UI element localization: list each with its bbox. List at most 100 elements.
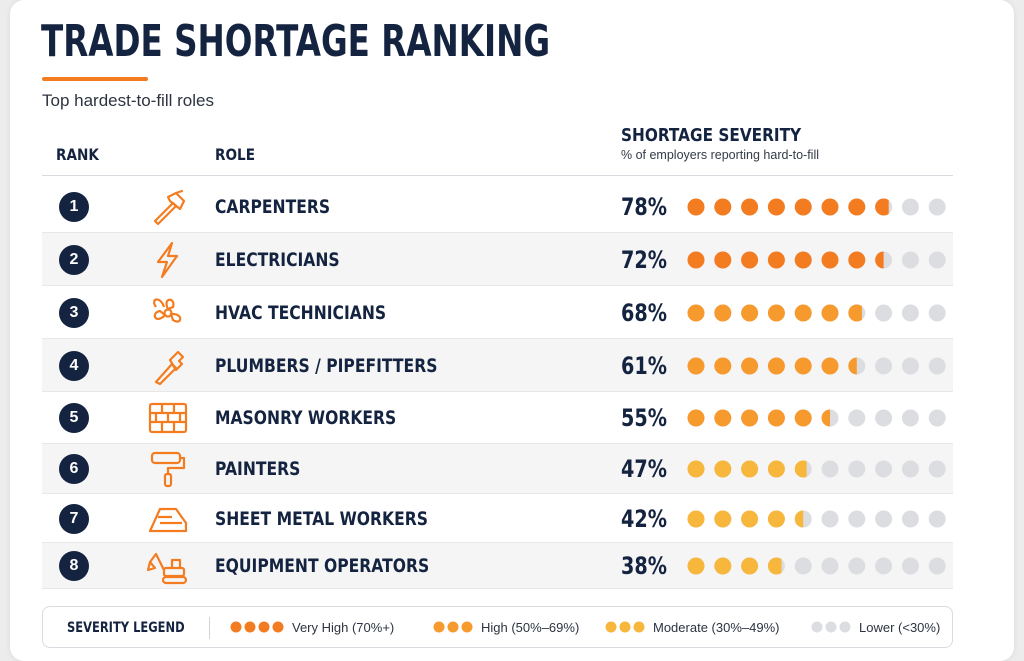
- table-row: 7 SHEET METAL WORKERS 42%: [42, 494, 953, 543]
- rank-badge: 1: [59, 191, 89, 222]
- fan-icon: [153, 297, 182, 323]
- legend-swatch: [811, 621, 851, 633]
- severity-dot: [741, 510, 759, 527]
- severity-dot: [928, 304, 946, 321]
- severity-dot: [875, 198, 893, 215]
- legend-dot: [825, 621, 837, 633]
- severity-dot: [928, 409, 946, 427]
- severity-dot-meter: [687, 409, 946, 427]
- severity-dot: [767, 557, 785, 575]
- legend-swatch: [605, 621, 645, 633]
- table-row: 4 PLUMBERS / PIPEFITTERS 61%: [42, 339, 953, 392]
- page-title: TRADE SHORTAGE RANKING: [41, 16, 551, 67]
- severity-dot: [794, 557, 812, 575]
- severity-dot: [687, 409, 705, 427]
- legend-divider: [209, 617, 210, 639]
- legend-dot: [244, 621, 256, 633]
- severity-dot-meter: [687, 557, 946, 575]
- severity-dot: [741, 409, 759, 427]
- rank-badge: 3: [59, 297, 89, 328]
- legend-swatch: [230, 621, 284, 633]
- legend-title: SEVERITY LEGEND: [67, 620, 185, 636]
- severity-dot: [928, 198, 946, 215]
- severity-dot: [848, 251, 866, 268]
- severity-dot: [794, 251, 812, 268]
- rank-badge: 4: [59, 350, 89, 381]
- legend-dot: [605, 621, 617, 633]
- severity-dot: [794, 409, 812, 427]
- legend-label: Lower (<30%): [859, 620, 941, 635]
- hammer-icon: [153, 189, 186, 225]
- column-header-severity-subtitle: % of employers reporting hard-to-fill: [621, 148, 819, 162]
- severity-percent: 68%: [621, 298, 667, 327]
- pipe-wrench-icon: [154, 350, 185, 385]
- column-header-rank: RANK: [56, 145, 99, 164]
- ranking-card: TRADE SHORTAGE RANKING Top hardest-to-fi…: [10, 0, 1014, 661]
- severity-dot: [901, 409, 919, 427]
- severity-dot: [794, 460, 812, 478]
- severity-dot-meter: [687, 357, 946, 374]
- severity-dot: [741, 251, 759, 268]
- severity-dot: [928, 460, 946, 478]
- severity-dot: [848, 557, 866, 575]
- severity-dot: [741, 557, 759, 575]
- severity-dot: [741, 460, 759, 478]
- role-label: SHEET METAL WORKERS: [215, 507, 428, 530]
- severity-dot: [767, 510, 785, 527]
- severity-dot: [821, 304, 839, 321]
- severity-dot-meter: [687, 304, 946, 321]
- legend-dot: [461, 621, 473, 633]
- legend-dot: [433, 621, 445, 633]
- legend-label: Very High (70%+): [292, 620, 395, 635]
- severity-dot: [714, 409, 732, 427]
- severity-dot: [714, 198, 732, 215]
- table-row: 2 ELECTRICIANS 72%: [42, 233, 953, 286]
- rank-badge: 7: [59, 503, 89, 534]
- table-row: 5 MASONRY WORKERS 55%: [42, 392, 953, 444]
- legend-dot: [619, 621, 631, 633]
- rank-badge: 8: [59, 551, 89, 581]
- severity-dot: [875, 409, 893, 427]
- severity-dot: [821, 510, 839, 527]
- table-row: 6 PAINTERS 47%: [42, 444, 953, 494]
- severity-dot: [821, 198, 839, 215]
- brick-wall-icon: [148, 402, 188, 434]
- severity-dot: [794, 198, 812, 215]
- legend-dot: [258, 621, 270, 633]
- severity-dot: [687, 251, 705, 268]
- severity-dot: [848, 304, 866, 321]
- severity-dot: [714, 357, 732, 374]
- severity-dot: [901, 357, 919, 374]
- severity-dot-meter: [687, 510, 946, 527]
- severity-dot: [901, 460, 919, 478]
- severity-dot: [928, 251, 946, 268]
- legend-dot: [230, 621, 242, 633]
- severity-dot: [794, 357, 812, 374]
- legend-dot: [839, 621, 851, 633]
- severity-dot: [901, 557, 919, 575]
- rank-badge: 6: [59, 454, 89, 484]
- role-label: MASONRY WORKERS: [215, 407, 397, 429]
- severity-dot: [741, 198, 759, 215]
- role-label: CARPENTERS: [215, 195, 331, 218]
- severity-dot: [714, 304, 732, 321]
- severity-dot: [767, 409, 785, 427]
- severity-dot: [821, 357, 839, 374]
- role-label: ELECTRICIANS: [215, 248, 340, 271]
- severity-dot: [848, 460, 866, 478]
- severity-dot: [928, 357, 946, 374]
- severity-dot: [875, 357, 893, 374]
- severity-percent: 42%: [621, 504, 667, 533]
- severity-dot: [875, 251, 893, 268]
- table-row: 1 CARPENTERS 78%: [42, 180, 953, 233]
- legend-swatch: [433, 621, 473, 633]
- role-label: EQUIPMENT OPERATORS: [215, 555, 430, 577]
- rank-badge: 5: [59, 403, 89, 433]
- page-subtitle: Top hardest-to-fill roles: [42, 91, 214, 110]
- column-header-role: ROLE: [215, 145, 255, 164]
- severity-dot: [821, 460, 839, 478]
- severity-dot: [821, 409, 839, 427]
- severity-dot: [875, 304, 893, 321]
- legend-label: High (50%–69%): [481, 620, 580, 635]
- severity-dot: [875, 557, 893, 575]
